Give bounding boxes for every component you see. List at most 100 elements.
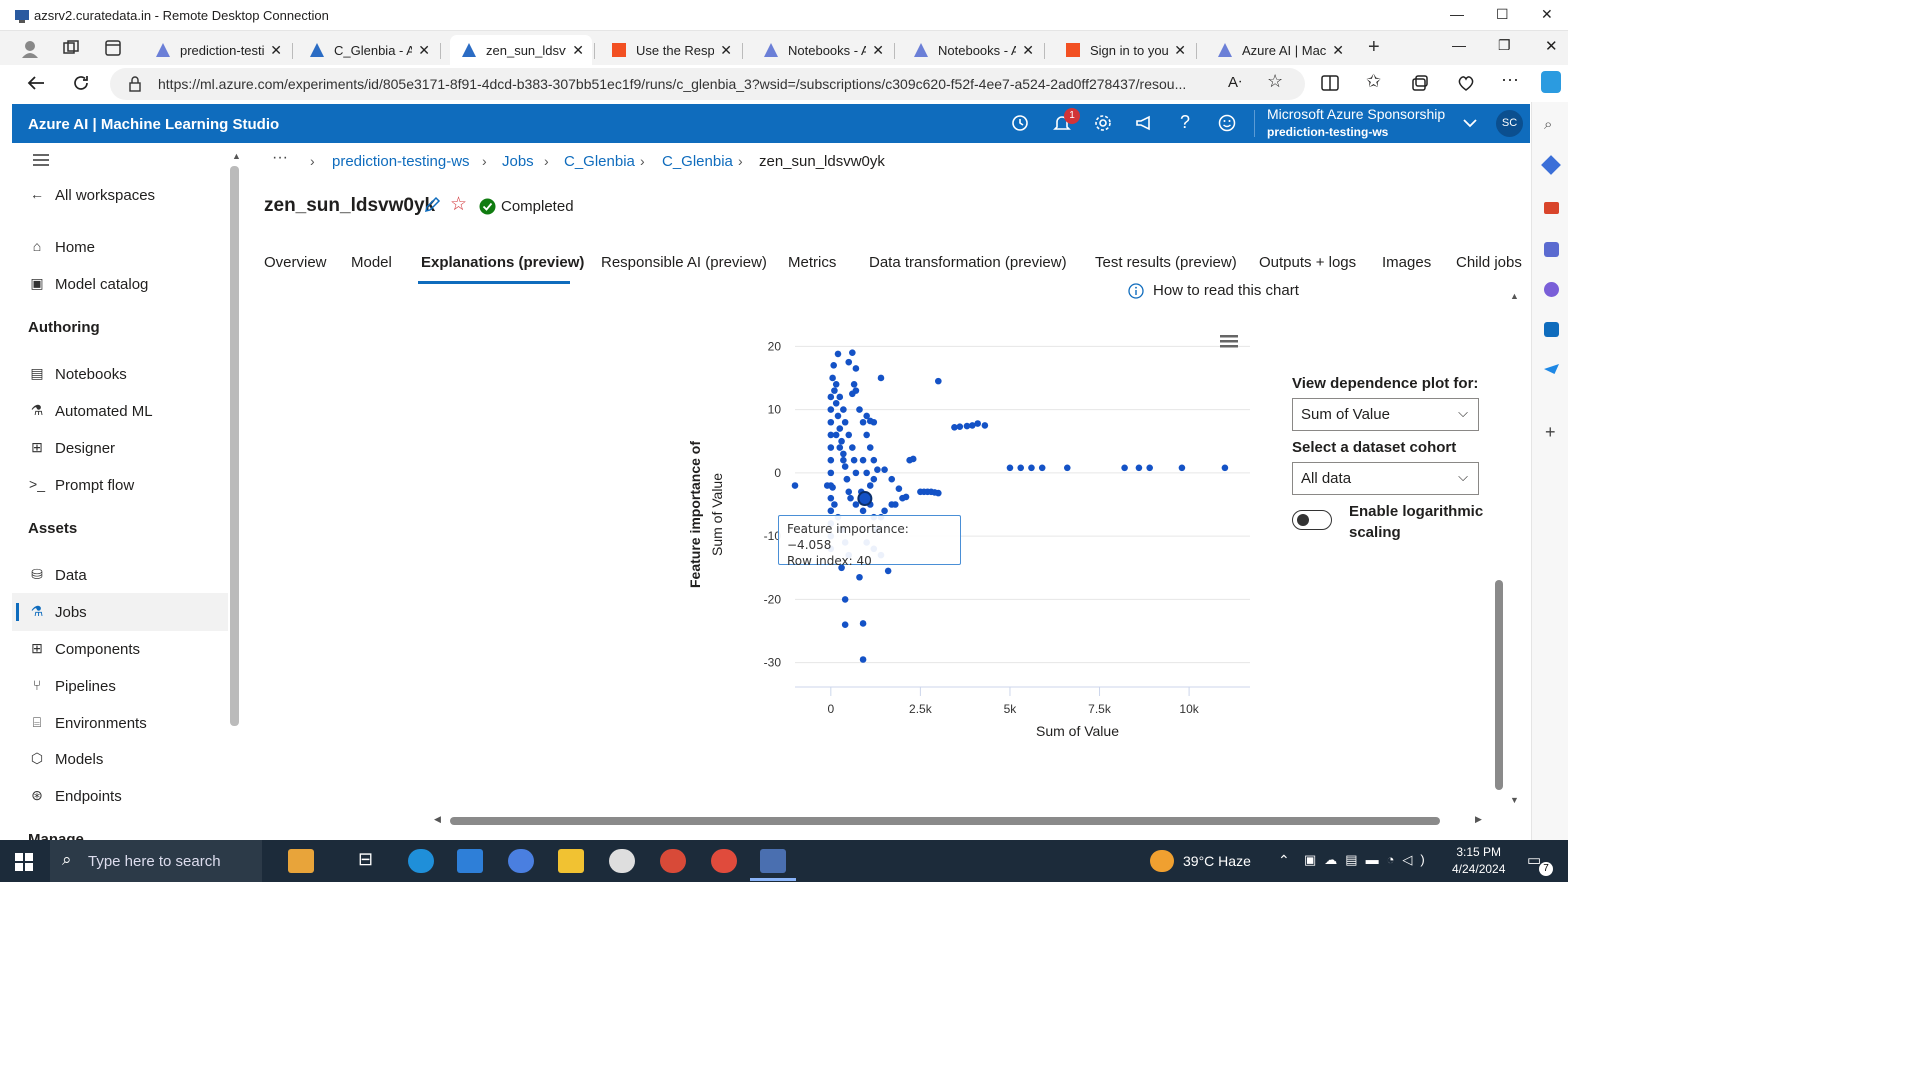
studio-title[interactable]: Azure AI | Machine Learning Studio: [28, 116, 280, 133]
tray-icons[interactable]: ▣☁▤▬◔◁): [1304, 852, 1433, 867]
favorites-icon[interactable]: ✩: [1366, 71, 1382, 91]
cohort-dropdown[interactable]: All data ⌵: [1292, 462, 1479, 495]
chrome-profile-icon[interactable]: [609, 849, 635, 873]
nav-designer[interactable]: ⊞ Designer: [28, 439, 115, 457]
nav-all-workspaces[interactable]: ← All workspaces: [30, 186, 156, 204]
tab-outputs-logs[interactable]: Outputs + logs: [1259, 254, 1357, 271]
help-icon[interactable]: ?: [1179, 112, 1190, 132]
browser-tab[interactable]: prediction-testi ✕: [144, 35, 290, 65]
nav-endpoints[interactable]: ⊛ Endpoints: [28, 787, 122, 805]
weather-text[interactable]: 39°C Haze: [1183, 853, 1251, 869]
nav-scrollbar[interactable]: [230, 166, 239, 726]
browser-minimize-button[interactable]: —: [1452, 37, 1466, 53]
feedback-smiley-icon[interactable]: [1217, 113, 1237, 133]
chrome-icon[interactable]: [660, 849, 686, 873]
tab-model[interactable]: Model: [351, 254, 392, 271]
favorite-star-icon[interactable]: ☆: [1267, 71, 1284, 91]
profile-icon[interactable]: [20, 39, 40, 59]
browser-tab[interactable]: zen_sun_ldsvw0 ✕: [450, 35, 592, 65]
lock-icon[interactable]: [128, 76, 142, 92]
clock[interactable]: 3:15 PM 4/24/2024: [1452, 844, 1505, 878]
nav-models[interactable]: ⬡ Models: [28, 750, 103, 768]
nav-environments[interactable]: ⌸ Environments: [28, 714, 147, 732]
firefox-icon[interactable]: [508, 849, 534, 873]
chevron-down-icon[interactable]: [1462, 116, 1478, 130]
browser-close-button[interactable]: ✕: [1545, 38, 1558, 55]
sidebar-tag-icon[interactable]: [1541, 155, 1561, 175]
tray-overflow-icon[interactable]: ⌃: [1278, 852, 1290, 868]
tab-metrics[interactable]: Metrics: [788, 254, 837, 271]
chart-menu-icon[interactable]: [1220, 335, 1238, 348]
sidebar-people-icon[interactable]: [1544, 242, 1559, 257]
back-arrow-icon[interactable]: [26, 74, 46, 92]
close-button[interactable]: ✕: [1541, 6, 1553, 22]
breadcrumb-jobs[interactable]: Jobs: [502, 153, 534, 170]
edge-browser-icon[interactable]: [408, 849, 434, 873]
split-screen-icon[interactable]: [1321, 74, 1339, 92]
nav-automated-ml[interactable]: ⚗ Automated ML: [28, 402, 153, 420]
close-tab-icon[interactable]: ✕: [872, 41, 884, 58]
announcement-icon[interactable]: [1134, 113, 1154, 133]
new-tab-button[interactable]: +: [1368, 36, 1380, 58]
notifications-icon[interactable]: ▭: [1527, 852, 1542, 869]
browser-tab[interactable]: Notebooks - Az ✕: [902, 35, 1042, 65]
close-tab-icon[interactable]: ✕: [1332, 41, 1344, 58]
tab-overview[interactable]: Overview: [264, 254, 327, 271]
close-tab-icon[interactable]: ✕: [1022, 41, 1034, 58]
scroll-right-icon[interactable]: ▶: [1475, 814, 1482, 824]
copilot-icon[interactable]: [1541, 71, 1561, 93]
sidebar-copilot-icon[interactable]: [1544, 282, 1559, 297]
sidebar-tools-icon[interactable]: [1544, 202, 1559, 214]
file-explorer-icon[interactable]: [558, 849, 584, 873]
nav-home[interactable]: ⌂ Home: [28, 238, 95, 256]
sidebar-search-icon[interactable]: ⌕: [1544, 116, 1553, 133]
browser-tab[interactable]: Notebooks - Az ✕: [752, 35, 892, 65]
breadcrumb-overflow[interactable]: ···: [272, 149, 288, 166]
subscription-selector[interactable]: Microsoft Azure Sponsorship prediction-t…: [1267, 106, 1445, 141]
favorite-star-icon[interactable]: ☆: [450, 194, 468, 215]
vertical-scrollbar[interactable]: [1495, 580, 1503, 790]
collections-icon[interactable]: [1411, 74, 1429, 92]
close-tab-icon[interactable]: ✕: [418, 41, 430, 58]
tab-test-results[interactable]: Test results (preview): [1095, 254, 1237, 271]
taskbar-search-box[interactable]: ⌕ Type here to search: [50, 840, 262, 882]
breadcrumb-experiment[interactable]: C_Glenbia: [564, 153, 635, 170]
how-to-read-chart-link[interactable]: How to read this chart: [1153, 282, 1299, 299]
breadcrumb-parent-job[interactable]: C_Glenbia: [662, 153, 733, 170]
nav-prompt-flow[interactable]: >_ Prompt flow: [29, 476, 135, 494]
horizontal-scrollbar[interactable]: [450, 817, 1440, 825]
browser-tab[interactable]: Azure AI | Mach ✕: [1206, 35, 1352, 65]
browser-essentials-icon[interactable]: [1456, 74, 1476, 92]
task-view-icon[interactable]: ⊟: [358, 849, 374, 869]
tab-images[interactable]: Images: [1382, 254, 1432, 271]
close-tab-icon[interactable]: ✕: [720, 41, 732, 58]
weather-icon[interactable]: [1150, 850, 1174, 872]
edit-pencil-icon[interactable]: [423, 196, 441, 214]
tab-actions-icon[interactable]: [104, 39, 122, 57]
tab-child-jobs[interactable]: Child jobs: [1456, 254, 1522, 271]
nav-pipelines[interactable]: ⑂ Pipelines: [28, 677, 116, 695]
read-aloud-icon[interactable]: Aᐧ: [1228, 74, 1242, 91]
sidebar-outlook-icon[interactable]: [1544, 322, 1559, 337]
breadcrumb-workspace[interactable]: prediction-testing-ws: [332, 153, 470, 170]
taskbar-briefcase-icon[interactable]: [288, 849, 314, 873]
tab-explanations[interactable]: Explanations (preview): [421, 254, 585, 271]
close-tab-icon[interactable]: ✕: [1174, 41, 1186, 58]
chrome-alt-icon[interactable]: [711, 849, 737, 873]
nav-scroll-up-icon[interactable]: ▲: [232, 151, 241, 161]
browser-tab[interactable]: Sign in to your ✕: [1054, 35, 1194, 65]
remote-desktop-icon[interactable]: [760, 849, 786, 873]
more-menu-icon[interactable]: ···: [1501, 69, 1519, 89]
mail-icon[interactable]: [457, 849, 483, 873]
nav-components[interactable]: ⊞ Components: [28, 640, 140, 658]
tab-data-transformation[interactable]: Data transformation (preview): [869, 254, 1067, 271]
scroll-up-icon[interactable]: ▲: [1510, 291, 1519, 301]
nav-model-catalog[interactable]: ▣ Model catalog: [28, 275, 148, 293]
nav-notebooks[interactable]: ▤ Notebooks: [28, 365, 126, 383]
avatar[interactable]: SC: [1496, 110, 1523, 137]
maximize-button[interactable]: ☐: [1496, 6, 1509, 22]
tab-responsible-ai[interactable]: Responsible AI (preview): [601, 254, 767, 271]
browser-tab[interactable]: Use the Respon ✕: [600, 35, 740, 65]
refresh-icon[interactable]: [71, 73, 91, 93]
sidebar-send-icon[interactable]: [1544, 364, 1559, 374]
